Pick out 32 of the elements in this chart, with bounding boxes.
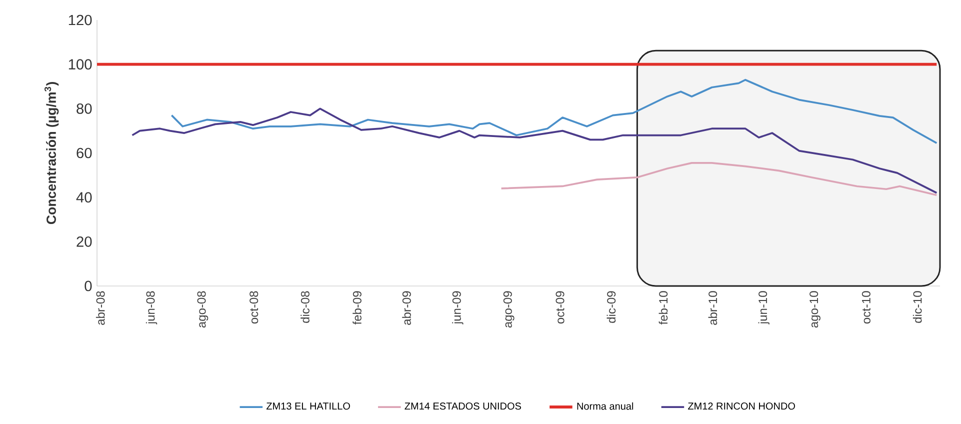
x-tick-label: dic-08 (300, 291, 310, 323)
legend-label: ZM12 RINCON HONDO (688, 402, 795, 410)
x-tick-label: abr-10 (708, 291, 718, 325)
x-tick-label: feb-09 (352, 291, 362, 325)
y-tick-label: 40 (76, 192, 92, 203)
y-tick-label: 120 (68, 14, 92, 26)
line-series (500, 162, 938, 196)
legend-label: Norma anual (577, 402, 634, 410)
x-tick-label: feb-10 (658, 291, 668, 325)
x-tick-label: dic-10 (912, 291, 922, 323)
y-axis-title: Concentración (µg/m$^{3}$) (44, 82, 59, 224)
x-tick-label: ago-08 (197, 291, 208, 328)
x-tick-label: jun-09 (452, 291, 464, 324)
y-tick-label: 100 (68, 59, 92, 70)
x-tick-label: ago-10 (810, 291, 820, 328)
line-series (131, 108, 938, 194)
legend-label: ZM13 EL HATILLO (266, 402, 350, 410)
x-tick-label: oct-08 (250, 291, 258, 324)
y-tick-label: 0 (84, 280, 92, 292)
legend-label: ZM14 ESTADOS UNIDOS (404, 402, 521, 410)
x-tick-label: abr-09 (402, 291, 411, 325)
y-tick-label: 60 (76, 148, 92, 158)
x-tick-label: oct-09 (556, 291, 564, 324)
x-tick-label: oct-10 (862, 291, 870, 324)
y-tick-label: 20 (76, 236, 92, 247)
x-tick-label: jun-10 (758, 291, 770, 324)
x-tick-label: jun-08 (146, 291, 158, 324)
x-tick-label: ago-09 (503, 291, 514, 328)
x-tick-label: dic-09 (606, 291, 616, 323)
y-tick-label: 80 (76, 103, 92, 114)
line-series (170, 78, 938, 144)
x-tick-label: abr-08 (96, 291, 105, 325)
